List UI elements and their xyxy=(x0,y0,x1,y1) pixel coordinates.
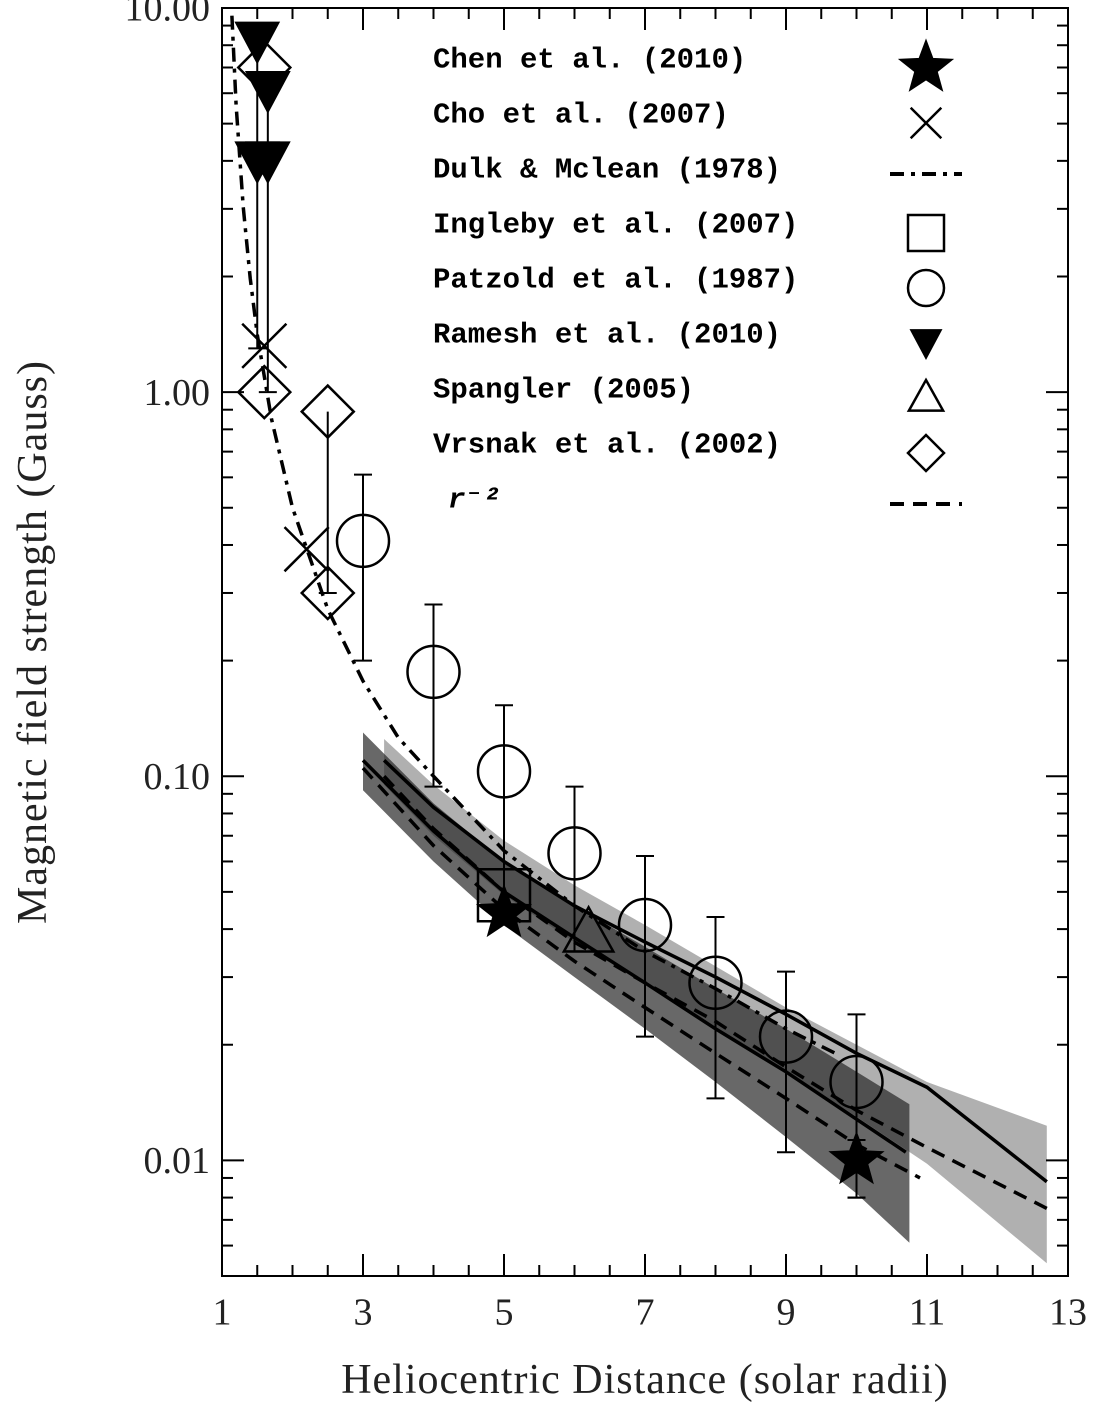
error-bar xyxy=(636,854,654,1038)
legend-label: Ingleby et al. (2007) xyxy=(433,209,798,242)
y-tick-label: 1.00 xyxy=(144,372,211,414)
marker-diamond xyxy=(236,39,293,96)
marker-star xyxy=(475,883,533,938)
marker-x xyxy=(241,322,288,369)
error-bar xyxy=(424,603,443,788)
legend-label: Dulk & Mclean (1978) xyxy=(433,154,781,187)
y-tick-label: 0.10 xyxy=(144,756,211,798)
marker-triangle-up xyxy=(561,904,616,953)
marker-circle xyxy=(335,513,391,569)
marker-triangle-down xyxy=(909,329,943,361)
y-tick-label: 10.00 xyxy=(125,0,211,30)
marker-triangle-down xyxy=(244,71,291,114)
marker-triangle-down xyxy=(244,141,291,185)
marker-circle xyxy=(688,955,743,1011)
x-tick-label: 13 xyxy=(1049,1292,1087,1334)
marker-circle xyxy=(758,1009,814,1064)
x-tick-label: 5 xyxy=(495,1292,514,1334)
marker-triangle-up xyxy=(906,377,946,412)
x-tick-label: 7 xyxy=(636,1292,655,1334)
plot-area xyxy=(230,15,1048,1264)
marker-x xyxy=(909,106,943,140)
marker-x xyxy=(283,526,330,573)
x-tick-label: 1 xyxy=(213,1292,232,1334)
marker-circle xyxy=(617,897,673,953)
marker-diamond xyxy=(906,433,946,473)
y-axis-title: Magnetic field strength (Gauss) xyxy=(10,360,56,924)
error-bar xyxy=(318,411,337,594)
legend-label: r⁻² xyxy=(448,484,500,517)
marker-square xyxy=(906,213,946,253)
legend-label: Chen et al. (2010) xyxy=(433,44,746,77)
marker-triangle-down xyxy=(234,21,281,65)
x-tick-label: 9 xyxy=(777,1292,796,1334)
error-bar xyxy=(495,704,513,911)
marker-circle xyxy=(829,1054,884,1110)
error-bar xyxy=(258,90,277,394)
legend-label: Cho et al. (2007) xyxy=(433,99,729,132)
y-tick-label: 0.01 xyxy=(144,1140,211,1182)
x-axis-title: Heliocentric Distance (solar radii) xyxy=(341,1357,949,1403)
data-line xyxy=(382,759,1048,1184)
x-tick-label: 11 xyxy=(909,1292,946,1334)
marker-diamond xyxy=(236,364,293,420)
legend-label: Spangler (2005) xyxy=(433,374,694,407)
error-bar xyxy=(847,1013,866,1199)
marker-star xyxy=(897,38,955,92)
marker-circle xyxy=(906,268,946,308)
plot-frame xyxy=(221,7,1069,1277)
legend-label: Patzold et al. (1987) xyxy=(433,264,798,297)
x-tick-label: 3 xyxy=(354,1292,373,1334)
legend-label: Ramesh et al. (2010) xyxy=(433,319,781,352)
data-line xyxy=(230,15,837,1055)
marker-circle xyxy=(476,744,532,799)
legend-label: Vrsnak et al. (2002) xyxy=(433,429,781,462)
marker-circle xyxy=(547,826,602,881)
marker-diamond xyxy=(299,565,356,621)
marker-circle xyxy=(406,644,461,700)
marker-diamond xyxy=(299,383,356,440)
